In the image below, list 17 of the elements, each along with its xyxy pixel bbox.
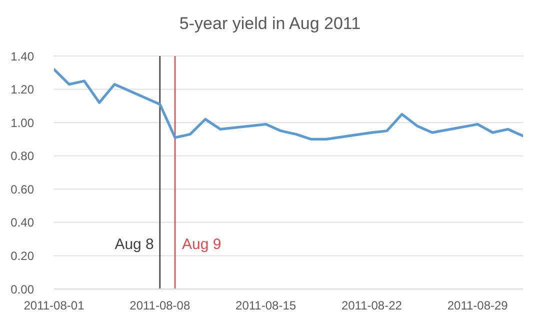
y-tick-label: 0.20 [10, 248, 34, 263]
y-tick-label: 1.00 [10, 116, 34, 130]
y-tick-label: 1.20 [10, 82, 34, 97]
x-tick-label: 2011-08-08 [130, 298, 190, 313]
y-tick-label: 0.00 [10, 282, 34, 296]
y-tick-label: 0.80 [10, 149, 34, 164]
x-tick-label: 2011-08-01 [24, 298, 85, 313]
x-tick-label: 2011-08-15 [236, 298, 296, 313]
x-tick-label: 2011-08-22 [341, 298, 402, 313]
x-tick-label: 2011-08-29 [447, 298, 508, 313]
y-tick-label: 0.60 [10, 182, 34, 196]
line-series [54, 68, 523, 141]
chart-title: 5-year yield in Aug 2011 [178, 14, 362, 34]
y-tick-label: 0.40 [10, 216, 34, 230]
y-tick-label: 1.40 [10, 49, 34, 64]
ref-line-label: Aug 9 [182, 236, 222, 253]
ref-line-label: Aug 8 [114, 236, 154, 253]
